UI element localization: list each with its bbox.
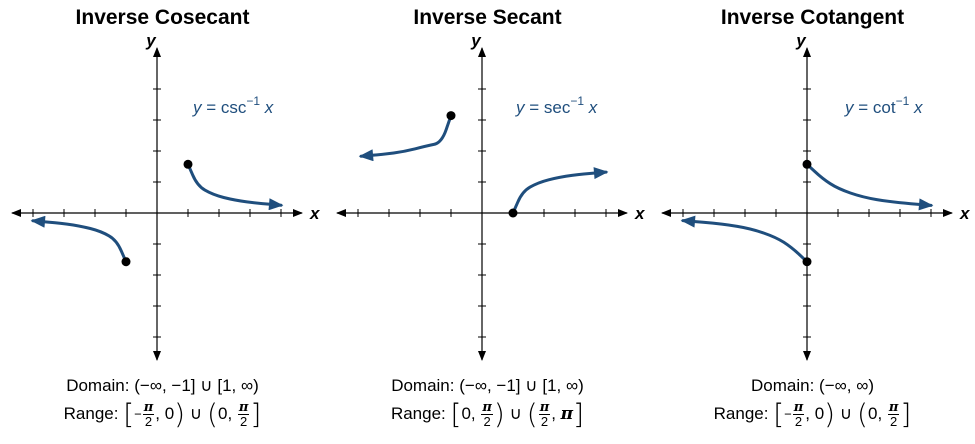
domain-value: (−∞, −1] ∪ [1, ∞): [459, 376, 584, 395]
domain-value: (−∞, −1] ∪ [1, ∞): [134, 376, 259, 395]
range-label: Range:: [63, 403, 119, 423]
panel-inverse-cosecant: Inverse Cosecant y = csc−1 x x y Domain: …: [0, 0, 325, 444]
range-label: Range:: [390, 403, 446, 423]
panel-inverse-secant: Inverse Secant y = sec−1 x x y Domain: (−…: [325, 0, 650, 444]
equation-arg: x: [264, 98, 274, 117]
range-text: Range: [− π 2, 0) ∪ (0, π 2]: [63, 397, 262, 431]
equation-label: y = sec−1 x: [515, 94, 598, 117]
series-line: [511, 167, 609, 215]
y-axis-label: y: [795, 31, 807, 50]
panel-inverse-cotangent: Inverse Cotangent y = cot−1 x x y Domain:…: [650, 0, 975, 444]
equation-fn: cot: [873, 98, 896, 117]
y-axis-label: y: [145, 31, 157, 50]
chart-title: Inverse Cosecant: [75, 6, 250, 29]
range-text: Range: [− π 2, 0) ∪ (0, π 2]: [713, 397, 912, 431]
equation-lhs: y: [515, 98, 526, 117]
plot-inverse-cosecant: y = csc−1 x x y: [11, 31, 321, 361]
endpoint-dot: [183, 159, 193, 169]
series-line: [186, 162, 284, 211]
equation-eq: =: [202, 98, 221, 117]
chart-title: Inverse Secant: [413, 6, 562, 29]
domain-text: Domain: (−∞, −1] ∪ [1, ∞): [325, 376, 650, 396]
equation-lhs: y: [192, 98, 203, 117]
domain-text: Domain: (−∞, ∞): [650, 376, 975, 396]
plot-inverse-secant: y = sec−1 x x y: [336, 31, 646, 361]
endpoint-dot: [121, 257, 131, 267]
endpoint-dot: [802, 257, 812, 267]
endpoint-dot: [446, 111, 456, 121]
domain-label: Domain:: [391, 376, 455, 395]
equation-exp: −1: [570, 94, 584, 108]
equation-fn: sec: [544, 98, 571, 117]
series-line: [358, 114, 453, 162]
series-line: [680, 215, 809, 264]
equation-eq: =: [525, 98, 544, 117]
plot-inverse-cotangent: y = cot−1 x x y: [661, 31, 971, 361]
domain-label: Domain:: [751, 376, 815, 395]
x-axis-label: x: [634, 204, 646, 223]
domain-value: (−∞, ∞): [819, 376, 874, 395]
x-axis-label: x: [309, 204, 321, 223]
equation-exp: −1: [246, 94, 260, 108]
equation-arg: x: [913, 98, 923, 117]
range-label: Range:: [713, 403, 769, 423]
equation-eq: =: [854, 98, 873, 117]
equation-lhs: y: [844, 98, 855, 117]
equation-arg: x: [588, 98, 598, 117]
equation-exp: −1: [896, 94, 910, 108]
equation-fn: csc: [221, 98, 247, 117]
y-axis-label: y: [470, 31, 482, 50]
endpoint-dot: [802, 159, 812, 169]
x-axis-label: x: [959, 204, 971, 223]
range-text: Range: [0, π 2) ∪ (π 2, π]: [390, 397, 585, 431]
chart-title: Inverse Cotangent: [720, 6, 905, 29]
equation-label: y = cot−1 x: [844, 94, 923, 117]
endpoint-dot: [508, 208, 518, 218]
equation-label: y = csc−1 x: [192, 94, 274, 117]
domain-text: Domain: (−∞, −1] ∪ [1, ∞): [0, 376, 325, 396]
series-line: [30, 215, 128, 264]
domain-label: Domain:: [66, 376, 130, 395]
series-line: [805, 162, 934, 211]
